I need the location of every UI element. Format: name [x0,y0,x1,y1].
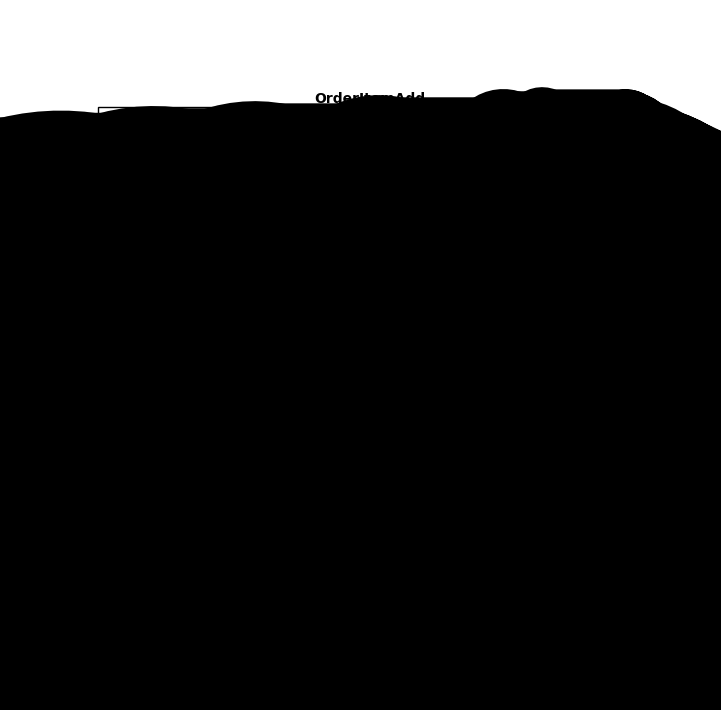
Text: hostname: hostname [135,123,187,133]
Text: &shipChargTypeId_i=s: &shipChargTypeId_i=s [118,552,247,564]
Text: OrderItemAdd?: OrderItemAdd? [105,142,190,152]
Text: &allocate=s: &allocate=s [187,469,258,479]
Text: &langId=s: &langId=s [291,173,350,183]
Text: &merge=s: &merge=s [464,426,516,436]
Text: &comment_i=s: &comment_i=s [348,283,426,294]
Text: doPrice=s: doPrice=s [387,603,446,613]
Text: &correlationGroup_i=s: &correlationGroup_i=s [118,379,254,391]
Text: &listId=s: &listId=s [236,426,295,436]
Text: &memberId_i=s: &memberId_i=s [167,244,252,255]
Text: &quantity_i=s: &quantity_i=s [531,203,615,214]
Text: &shipCarrAccntNum_i=s: &shipCarrAccntNum_i=s [221,603,358,613]
Text: &URL=s—&storeId=s: &URL=s—&storeId=s [377,142,487,152]
Text: &outOrderItemName=s: &outOrderItemName=s [118,426,241,436]
Text: &remerge=s: &remerge=s [387,426,452,436]
Text: &addressId_i=s: &addressId_i=s [183,283,274,294]
Text: &isExpedited_i=N: &isExpedited_i=N [118,510,221,521]
Text: forUser=s: forUser=s [218,173,277,183]
Text: &field1_i=s: &field1_i=s [118,333,189,344]
Text: &contractId_i=s: &contractId_i=s [425,283,523,294]
Text: &check=s: &check=s [118,469,169,479]
Text: &UOM_i=s: &UOM_i=s [118,283,169,294]
Text: &shipModeId_i=s: &shipModeId_i=s [260,283,358,294]
Text: &orderId=s: &orderId=s [256,380,321,390]
Text: /path: /path [176,123,208,133]
Text: &reverse=s: &reverse=s [345,469,410,479]
Text: &backorder=s: &backorder=s [260,469,337,479]
Text: &attrName_i=s: &attrName_i=s [329,173,413,184]
Text: &shipCarrAccntNum_i=s: &shipCarrAccntNum_i=s [236,552,373,564]
Text: doInventory=s: doInventory=s [464,603,549,613]
Text: http://: http:// [107,123,153,133]
Text: &shipInstructions_I=s: &shipInstructions_I=s [495,510,631,521]
Text: &giftMessage_i=s: &giftMessage_i=s [118,603,221,613]
Text: forUserId=s: forUserId=s [218,192,290,202]
Text: &orderDesc=s: &orderDesc=s [298,426,376,436]
Text: &requestedShipDate_I=s: &requestedShipDate_I=s [360,510,503,521]
Text: &outOrderName=s: &outOrderName=s [325,380,423,390]
Text: &partNumber_i=s: &partNumber_i=s [118,231,215,242]
Text: &offerId_i=s: &offerId_i=s [283,333,361,344]
Text: &field2_i=s: &field2_i=s [206,333,278,344]
Text: &calculateOrder=s: &calculateOrder=s [229,510,340,520]
Text: &catEntryId_i=s: &catEntryId_i=s [118,219,215,230]
Text: OrderItemAdd: OrderItemAdd [314,92,425,106]
Text: &configurationId_i=s: &configurationId_i=s [363,333,494,344]
Text: &attrValue_i=s: &attrValue_i=s [430,173,521,184]
